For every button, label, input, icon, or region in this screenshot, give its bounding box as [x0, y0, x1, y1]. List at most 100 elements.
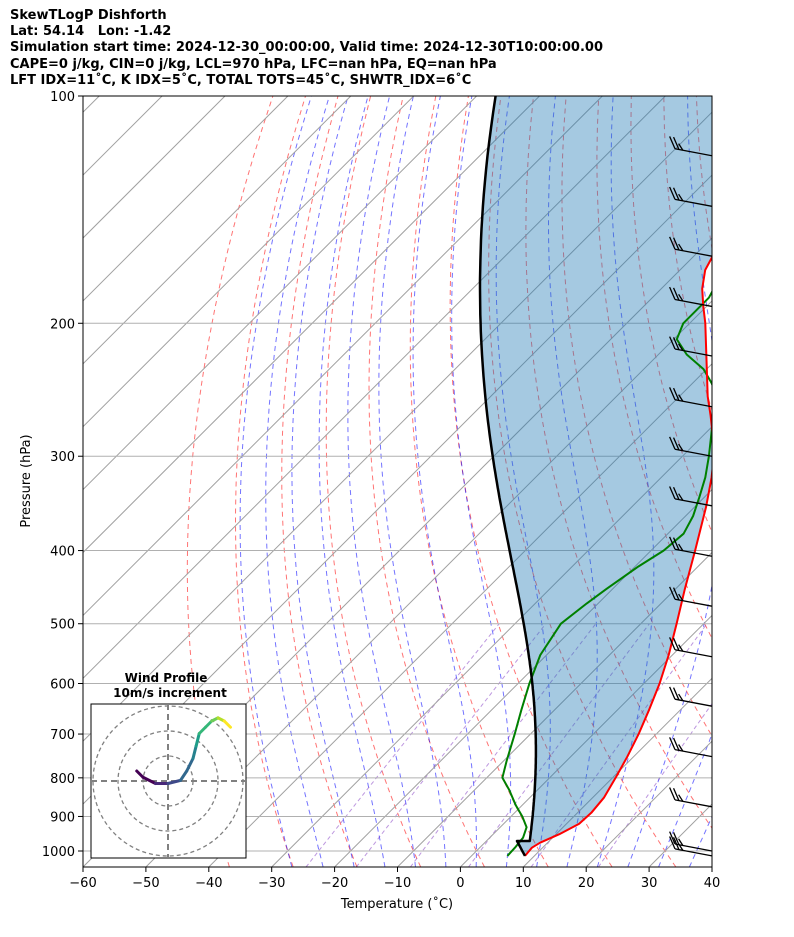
dry-adiabat [488, 96, 677, 867]
x-tick-label: −60 [69, 876, 96, 891]
dry-adiabat [281, 96, 358, 867]
isotherm [711, 866, 712, 867]
wind-barb-staff [674, 198, 712, 207]
wind-barb-staff [674, 843, 712, 852]
wind-barb [669, 836, 712, 857]
isotherm [271, 425, 712, 867]
wind-barb [669, 536, 712, 557]
wind-barb [669, 831, 712, 852]
moist-adiabat [658, 732, 712, 867]
wind-barb [669, 436, 712, 457]
wind-barb-flag [678, 443, 684, 452]
isotherm [83, 96, 666, 680]
wind-barb [669, 637, 712, 658]
wind-barb-flag [669, 436, 676, 450]
wind-barb-flag [672, 437, 680, 451]
mixing-ratio-line [409, 623, 597, 867]
x-tick-label: −20 [321, 876, 348, 891]
isotherm [83, 96, 289, 302]
wind-barb-staff [674, 548, 712, 557]
chart-title-line-5: LFT IDX=11˚C, K IDX=5˚C, TOTAL TOTS=45˚C… [10, 73, 472, 88]
y-tick-label: 800 [50, 772, 75, 787]
x-tick-label: 30 [641, 876, 658, 891]
y-tick-label: 700 [50, 728, 75, 743]
y-tick-label: 900 [50, 810, 75, 825]
chart-title-line-4: CAPE=0 j/kg, CIN=0 j/kg, LCL=970 hPa, LF… [10, 57, 497, 72]
isotherm [83, 96, 477, 491]
isotherm [83, 96, 540, 554]
wind-barb [669, 486, 712, 507]
y-tick-label: 200 [50, 317, 75, 332]
wind-barb-staff [674, 799, 712, 808]
moist-adiabat [265, 96, 330, 867]
wind-barb-staff [674, 298, 712, 308]
wind-barb-flag [672, 637, 680, 651]
wind-barb-flag [678, 293, 684, 302]
wind-barb-flag [678, 794, 684, 802]
x-tick-label: −10 [384, 876, 411, 891]
chart-title-line-1: SkewTLogP Dishforth [10, 8, 167, 23]
dry-adiabat [561, 96, 712, 737]
isotherm [460, 614, 712, 867]
wind-barb-flag [669, 637, 676, 651]
wind-barb-flag [669, 336, 676, 350]
dry-adiabat [729, 96, 794, 867]
parcel-profile [478, 96, 538, 857]
moist-adiabat [548, 96, 598, 867]
wind-barb-flag [669, 236, 676, 250]
wind-barb-flag [672, 136, 680, 150]
y-tick-label: 1000 [42, 845, 75, 860]
wind-barb-staff [674, 348, 712, 357]
y-tick-label: 400 [50, 545, 75, 560]
dry-adiabat [449, 96, 613, 867]
wind-barb-flag [672, 237, 680, 251]
dewpoint-profile [501, 289, 712, 857]
hodograph-segment [141, 775, 157, 785]
wind-barb [669, 236, 712, 257]
wind-barb-flag [678, 838, 684, 846]
x-tick-label: −50 [132, 876, 159, 891]
wind-barb-flag [669, 831, 676, 845]
mixing-ratio-line [355, 623, 547, 867]
dry-adiabat [409, 96, 549, 867]
wind-barb-flag [678, 493, 684, 501]
wind-barb-flag [678, 143, 684, 151]
wind-barb [669, 737, 712, 758]
wind-barb-flag [669, 186, 676, 200]
wind-barb-flag [669, 536, 676, 550]
hodograph-title: Wind Profile [125, 671, 208, 685]
wind-barb-flag [672, 787, 680, 801]
wind-barb-flag [678, 394, 684, 402]
wind-barb-flag [678, 593, 684, 602]
wind-barb-flag [672, 387, 680, 401]
wind-barb-flag [672, 837, 680, 850]
wind-barb-flag [669, 136, 676, 150]
isotherm [83, 111, 712, 742]
isotherm [83, 96, 415, 428]
y-axis-label: Pressure (hPa) [19, 434, 34, 527]
hodograph-segment [191, 744, 198, 760]
wind-barb-flag [678, 644, 684, 652]
moist-adiabat [720, 96, 794, 867]
moist-adiabat [291, 96, 355, 867]
wind-barb-flag [669, 286, 676, 300]
x-tick-label: −30 [258, 876, 285, 891]
mixing-ratio-line [305, 623, 500, 867]
isotherm [208, 363, 712, 867]
wind-barb-flag [669, 737, 676, 750]
wind-barb [669, 686, 712, 707]
wind-barb-flag [678, 693, 684, 702]
moist-adiabat [239, 96, 312, 867]
hodograph-ring [117, 730, 219, 832]
wind-barb [669, 336, 712, 357]
dry-adiabat [325, 96, 422, 867]
wind-barb-flag [672, 187, 680, 201]
isotherm [397, 551, 712, 867]
wind-barb-flag [678, 343, 684, 351]
wind-barb-flag [672, 486, 680, 500]
moist-adiabat [627, 96, 712, 867]
wind-barb-flag [669, 836, 676, 850]
wind-barb-staff [674, 148, 712, 157]
moist-adiabat [451, 96, 512, 867]
